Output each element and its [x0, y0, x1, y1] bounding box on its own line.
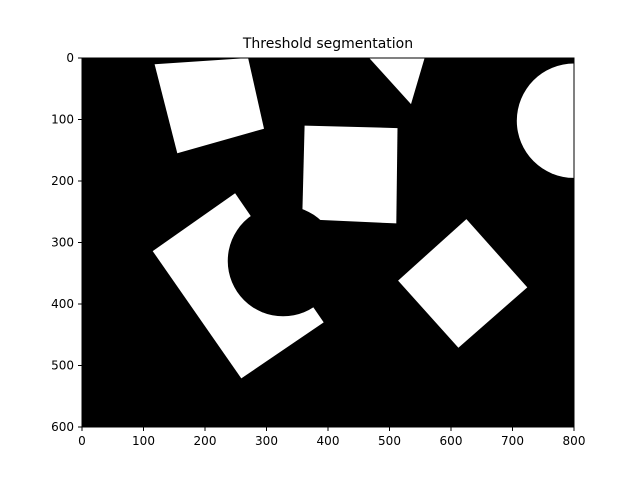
y-tick-label: 400: [51, 297, 74, 311]
rotated-square-right: [398, 219, 528, 348]
y-tick-label: 0: [66, 51, 74, 65]
chart-title: Threshold segmentation: [242, 36, 413, 52]
y-tick-label: 200: [51, 174, 74, 188]
square-center: [302, 125, 398, 224]
x-tick-label: 800: [563, 434, 586, 448]
y-axis: 0 100 200 300 400 500 600: [51, 51, 82, 434]
x-tick-label: 300: [255, 434, 278, 448]
plot-area: [81, 57, 575, 428]
segmentation-regions: [152, 58, 574, 379]
circular-cutout: [227, 205, 339, 317]
triangle-top: [369, 58, 425, 105]
y-tick-label: 600: [51, 420, 74, 434]
x-axis: 0 100 200 300 400 500 600 700 800: [78, 427, 585, 448]
y-tick-label: 300: [51, 236, 74, 250]
y-tick-label: 500: [51, 359, 74, 373]
x-tick-label: 200: [194, 434, 217, 448]
rotated-square-top-left: [154, 58, 264, 154]
y-tick-label: 100: [51, 113, 74, 127]
half-circle-right: [516, 63, 574, 178]
x-tick-label: 500: [378, 434, 401, 448]
x-tick-label: 400: [317, 434, 340, 448]
x-tick-label: 100: [132, 434, 155, 448]
x-tick-label: 600: [440, 434, 463, 448]
x-tick-label: 0: [78, 434, 86, 448]
x-tick-label: 700: [501, 434, 524, 448]
